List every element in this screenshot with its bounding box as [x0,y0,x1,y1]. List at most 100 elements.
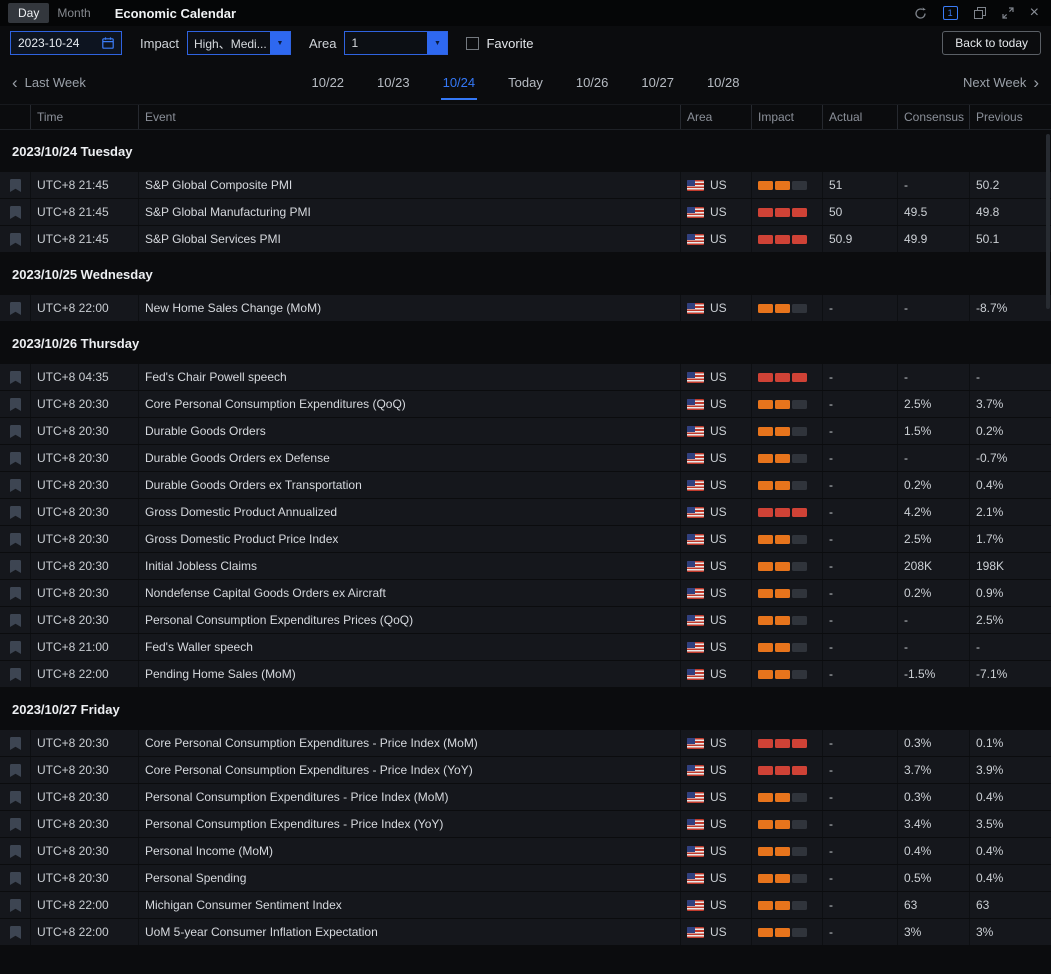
table-row[interactable]: UTC+8 22:00Pending Home Sales (MoM)US--1… [0,661,1051,687]
table-row[interactable]: UTC+8 20:30Personal Consumption Expendit… [0,607,1051,633]
table-row[interactable]: UTC+8 20:30Personal SpendingUS-0.5%0.4% [0,865,1051,891]
bookmark-icon[interactable] [10,872,21,885]
bookmark-icon[interactable] [10,452,21,465]
bookmark-icon[interactable] [10,302,21,315]
table-row[interactable]: UTC+8 20:30Personal Consumption Expendit… [0,811,1051,837]
bookmark-icon[interactable] [10,233,21,246]
table-row[interactable]: UTC+8 22:00New Home Sales Change (MoM)US… [0,295,1051,321]
date-tab-10-23[interactable]: 10/23 [375,60,412,104]
bookmark-icon[interactable] [10,791,21,804]
date-tab-10-22[interactable]: 10/22 [310,60,347,104]
bookmark-cell[interactable] [0,757,30,783]
favorite-filter[interactable]: Favorite [466,36,533,51]
panel-layout-icon[interactable]: 1 [943,6,958,20]
bookmark-icon[interactable] [10,371,21,384]
table-row[interactable]: UTC+8 21:45S&P Global Manufacturing PMIU… [0,199,1051,225]
bookmark-cell[interactable] [0,472,30,498]
refresh-icon[interactable] [914,7,927,20]
bookmark-cell[interactable] [0,364,30,390]
bookmark-icon[interactable] [10,845,21,858]
bookmark-cell[interactable] [0,226,30,252]
bookmark-cell[interactable] [0,445,30,471]
bookmark-cell[interactable] [0,391,30,417]
month-view-button[interactable]: Month [49,3,98,23]
bookmark-cell[interactable] [0,172,30,198]
table-row[interactable]: UTC+8 20:30Initial Jobless ClaimsUS-208K… [0,553,1051,579]
bookmark-cell[interactable] [0,838,30,864]
table-row[interactable]: UTC+8 20:30Nondefense Capital Goods Orde… [0,580,1051,606]
date-tab-10-26[interactable]: 10/26 [574,60,611,104]
bookmark-icon[interactable] [10,179,21,192]
bookmark-cell[interactable] [0,865,30,891]
last-week-button[interactable]: ‹ Last Week [12,74,86,91]
bookmark-cell[interactable] [0,607,30,633]
table-row[interactable]: UTC+8 22:00UoM 5-year Consumer Inflation… [0,919,1051,945]
actual-cell: - [822,445,897,471]
table-row[interactable]: UTC+8 20:30Durable Goods Orders ex Trans… [0,472,1051,498]
bookmark-cell[interactable] [0,526,30,552]
bookmark-cell[interactable] [0,811,30,837]
table-row[interactable]: UTC+8 20:30Gross Domestic Product Price … [0,526,1051,552]
bookmark-icon[interactable] [10,737,21,750]
bookmark-icon[interactable] [10,206,21,219]
bookmark-icon[interactable] [10,587,21,600]
day-view-button[interactable]: Day [8,3,49,23]
bookmark-icon[interactable] [10,398,21,411]
table-row[interactable]: UTC+8 21:45S&P Global Services PMIUS50.9… [0,226,1051,252]
next-week-button[interactable]: Next Week › [963,74,1039,91]
table-row[interactable]: UTC+8 21:00Fed's Waller speechUS--- [0,634,1051,660]
table-row[interactable]: UTC+8 20:30Personal Income (MoM)US-0.4%0… [0,838,1051,864]
bookmark-icon[interactable] [10,641,21,654]
bookmark-icon[interactable] [10,614,21,627]
copy-icon[interactable] [974,7,986,19]
table-row[interactable]: UTC+8 20:30Personal Consumption Expendit… [0,784,1051,810]
bookmark-icon[interactable] [10,533,21,546]
close-icon[interactable]: × [1030,5,1039,21]
bookmark-icon[interactable] [10,425,21,438]
bookmark-cell[interactable] [0,784,30,810]
us-flag-icon [687,669,704,680]
table-row[interactable]: UTC+8 20:30Durable Goods OrdersUS-1.5%0.… [0,418,1051,444]
bookmark-icon[interactable] [10,506,21,519]
table-row[interactable]: UTC+8 20:30Durable Goods Orders ex Defen… [0,445,1051,471]
back-to-today-button[interactable]: Back to today [942,31,1041,55]
bookmark-icon[interactable] [10,479,21,492]
consensus-cell: 4.2% [897,499,969,525]
date-tab-10-27[interactable]: 10/27 [639,60,676,104]
bookmark-cell[interactable] [0,892,30,918]
bookmark-cell[interactable] [0,634,30,660]
bookmark-icon[interactable] [10,764,21,777]
table-row[interactable]: UTC+8 20:30Gross Domestic Product Annual… [0,499,1051,525]
expand-icon[interactable] [1002,7,1014,19]
table-row[interactable]: UTC+8 20:30Core Personal Consumption Exp… [0,730,1051,756]
bookmark-cell[interactable] [0,295,30,321]
bookmark-icon[interactable] [10,818,21,831]
bookmark-cell[interactable] [0,580,30,606]
date-picker-input[interactable]: 2023-10-24 [10,31,122,55]
date-tab-today[interactable]: Today [506,60,545,104]
impact-bar [775,793,790,802]
bookmark-icon[interactable] [10,926,21,939]
impact-filter-dropdown[interactable]: High、Medi... ▼ [187,31,291,55]
bookmark-icon[interactable] [10,899,21,912]
bookmark-cell[interactable] [0,499,30,525]
table-row[interactable]: UTC+8 21:45S&P Global Composite PMIUS51-… [0,172,1051,198]
table-row[interactable]: UTC+8 22:00Michigan Consumer Sentiment I… [0,892,1051,918]
bookmark-cell[interactable] [0,661,30,687]
table-row[interactable]: UTC+8 20:30Core Personal Consumption Exp… [0,391,1051,417]
bookmark-cell[interactable] [0,199,30,225]
table-row[interactable]: UTC+8 20:30Core Personal Consumption Exp… [0,757,1051,783]
table-row[interactable]: UTC+8 04:35Fed's Chair Powell speechUS--… [0,364,1051,390]
scrollbar-thumb[interactable] [1046,134,1050,309]
bookmark-icon[interactable] [10,668,21,681]
bookmark-cell[interactable] [0,553,30,579]
bookmark-cell[interactable] [0,919,30,945]
date-tab-10-28[interactable]: 10/28 [705,60,742,104]
date-tab-10-24[interactable]: 10/24 [441,60,478,104]
bookmark-cell[interactable] [0,730,30,756]
event-name: Core Personal Consumption Expenditures (… [145,397,406,411]
area-filter-dropdown[interactable]: 1 ▼ [344,31,448,55]
bookmark-cell[interactable] [0,418,30,444]
favorite-checkbox[interactable] [466,37,479,50]
bookmark-icon[interactable] [10,560,21,573]
